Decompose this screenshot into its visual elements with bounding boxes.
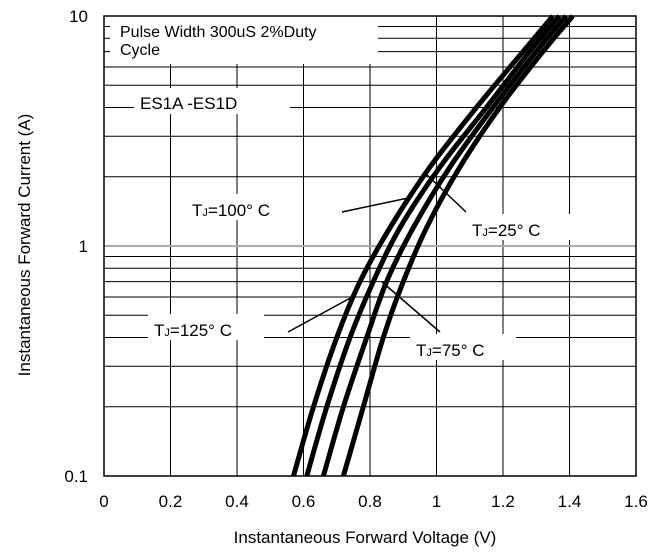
x-tick-label: 1.2 <box>491 492 515 511</box>
x-tick-label: 0.6 <box>292 492 316 511</box>
annotation-condition-bg <box>110 16 378 64</box>
annotation-condition-line1: Pulse Width 300uS 2%Duty <box>120 24 317 41</box>
annotation-group: Pulse Width 300uS 2%Duty Cycle ES1A -ES1… <box>110 16 378 114</box>
label-tj-125-bg <box>148 314 264 340</box>
annotation-part-bg <box>134 88 290 114</box>
label-tj-125-text: TJ=125° C <box>154 321 232 340</box>
label-tj-100-leader <box>341 197 409 213</box>
curve-labels: TJ=100° C TJ=25° C TJ=125° C TJ=75° C <box>148 173 572 360</box>
y-tick-label: 0.1 <box>64 467 88 486</box>
series-curve-0 <box>291 14 555 477</box>
label-tj-75-bg <box>410 334 516 360</box>
x-axis-title: Instantaneous Forward Voltage (V) <box>234 528 497 547</box>
x-tick-label: 0 <box>99 492 108 511</box>
series-curve-2 <box>321 14 569 477</box>
series-curves <box>291 14 575 477</box>
x-tick-label: 0.4 <box>225 492 249 511</box>
grid-layer <box>104 16 636 476</box>
label-tj-25: TJ=25° C <box>425 173 572 240</box>
label-tj-75-leader <box>381 281 441 333</box>
plot-frame <box>103 15 637 477</box>
label-tj-75: TJ=75° C <box>381 281 516 360</box>
series-curve-1 <box>304 14 562 477</box>
y-tick-label: 10 <box>69 7 88 26</box>
x-tick-label: 0.8 <box>358 492 382 511</box>
annotation-part-range: ES1A -ES1D <box>140 94 237 113</box>
label-tj-25-bg <box>466 214 572 240</box>
y-axis-title: Instantaneous Forward Current (A) <box>15 114 34 377</box>
x-tick-label: 1.4 <box>558 492 582 511</box>
label-tj-100-text: TJ=100° C <box>192 201 270 220</box>
label-tj-25-leader <box>425 173 467 213</box>
x-tick-label: 0.2 <box>159 492 183 511</box>
label-tj-100: TJ=100° C <box>186 194 409 220</box>
y-tick-label: 1 <box>79 237 88 256</box>
label-tj-75-text: TJ=75° C <box>416 341 485 360</box>
x-tick-label: 1 <box>432 492 441 511</box>
y-tick-labels: 0.1 1 10 <box>64 7 88 486</box>
x-tick-label: 1.6 <box>624 492 648 511</box>
label-tj-100-bg <box>186 194 302 220</box>
annotation-condition-line2: Cycle <box>120 42 160 59</box>
label-tj-125: TJ=125° C <box>148 295 355 340</box>
series-curve-3 <box>340 14 575 477</box>
label-tj-25-text: TJ=25° C <box>472 221 541 240</box>
x-tick-labels: 0 0.2 0.4 0.6 0.8 1 1.2 1.4 1.6 <box>99 492 648 511</box>
label-tj-125-leader <box>287 295 355 333</box>
